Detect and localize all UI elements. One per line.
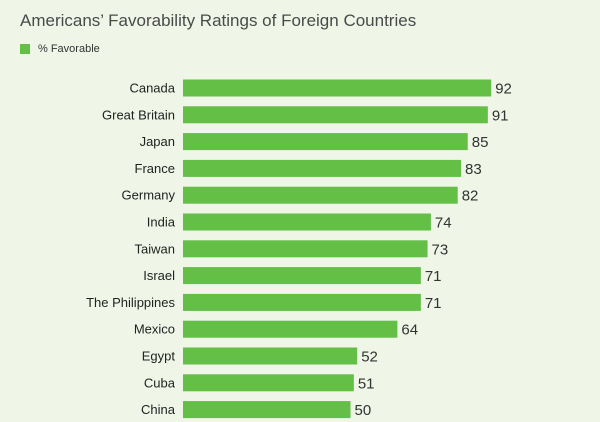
bar (183, 133, 468, 151)
category-label: Taiwan (135, 241, 175, 256)
bar (183, 186, 458, 204)
category-label: The Philippines (86, 295, 175, 310)
chart-title: Americans’ Favorability Ratings of Forei… (20, 11, 417, 30)
category-label: Cuba (144, 375, 176, 390)
bar (183, 213, 431, 231)
bar (183, 320, 398, 338)
category-label: India (147, 215, 176, 230)
bar (183, 374, 354, 392)
category-label: Germany (122, 188, 176, 203)
category-label: Mexico (134, 322, 175, 337)
value-label: 50 (355, 402, 372, 419)
value-label: 71 (425, 295, 442, 312)
category-label: Canada (129, 81, 175, 96)
category-label: Egypt (142, 349, 176, 364)
value-label: 73 (432, 241, 449, 258)
value-label: 64 (401, 322, 418, 339)
value-label: 82 (462, 188, 479, 205)
value-label: 92 (495, 81, 512, 98)
value-label: 51 (358, 375, 375, 392)
category-label: Great Britain (102, 107, 175, 122)
bar (183, 267, 421, 285)
value-label: 52 (361, 349, 378, 366)
bar (183, 79, 492, 97)
category-label: China (141, 402, 176, 417)
bar (183, 293, 421, 311)
value-label: 71 (425, 268, 442, 285)
category-label: Japan (140, 134, 175, 149)
bar (183, 240, 428, 258)
legend: % Favorable (20, 43, 100, 55)
bar (183, 159, 462, 177)
value-label: 91 (492, 107, 509, 124)
legend-swatch (20, 44, 30, 54)
value-label: 83 (465, 161, 482, 178)
legend-label: % Favorable (38, 43, 100, 55)
bar (183, 106, 488, 124)
bar (183, 347, 358, 365)
category-label: France (135, 161, 175, 176)
value-label: 74 (435, 215, 452, 232)
bar (183, 401, 351, 419)
value-label: 85 (472, 134, 489, 151)
category-label: Israel (143, 268, 175, 283)
